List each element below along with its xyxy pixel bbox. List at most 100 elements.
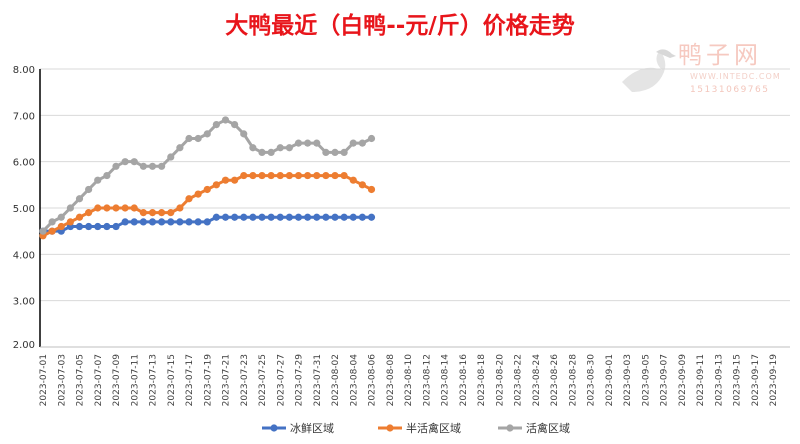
watermark-logo: 鸭子网 WWW.INTEDC.COM 15131069765 <box>612 42 792 102</box>
data-point <box>221 176 230 184</box>
data-point <box>231 176 239 184</box>
data-point <box>212 121 220 129</box>
data-point <box>285 144 293 152</box>
y-tick-label: 3.00 <box>13 297 35 308</box>
data-point <box>148 209 157 217</box>
data-point <box>249 213 257 221</box>
x-tick-label: 2023-07-29 <box>295 354 305 407</box>
data-point <box>212 181 220 189</box>
x-tick-label: 2023-08-22 <box>514 354 524 406</box>
data-point <box>130 158 138 166</box>
x-tick-label: 2023-07-19 <box>203 354 213 407</box>
watermark-name: 鸭子网 <box>678 41 762 69</box>
data-point <box>322 171 330 180</box>
data-point <box>148 218 157 226</box>
x-tick-label: 2023-08-18 <box>477 354 487 407</box>
data-point <box>258 148 266 156</box>
x-tick-label: 2023-08-12 <box>422 354 432 406</box>
data-point <box>167 218 175 226</box>
data-point <box>322 213 330 221</box>
data-point <box>358 181 366 189</box>
data-point <box>66 204 74 212</box>
x-tick-label: 2023-07-11 <box>130 354 140 406</box>
x-tick-label: 2023-07-05 <box>76 354 86 406</box>
duck-logo-icon <box>622 49 676 92</box>
x-tick-label: 2023-08-10 <box>404 354 414 407</box>
x-tick-label: 2023-07-31 <box>313 354 323 406</box>
data-point <box>285 213 293 221</box>
data-point <box>240 130 248 138</box>
data-point <box>75 222 84 231</box>
data-point <box>112 162 120 170</box>
x-tick-label: 2023-09-07 <box>660 354 670 406</box>
x-tick-label: 2023-08-06 <box>368 354 378 407</box>
x-tick-label: 2023-09-15 <box>733 354 743 406</box>
data-point <box>39 227 47 235</box>
x-tick-label: 2023-08-08 <box>386 354 396 407</box>
x-tick-label: 2023-09-05 <box>641 354 651 406</box>
data-point <box>231 121 239 129</box>
data-point <box>94 204 102 212</box>
x-tick-label: 2023-07-27 <box>276 354 286 406</box>
data-point <box>221 116 230 124</box>
y-tick-label: 5.00 <box>13 204 35 215</box>
data-point <box>322 148 330 156</box>
x-tick-label: 2023-08-14 <box>441 354 451 407</box>
x-tick-label: 2023-08-02 <box>331 354 341 406</box>
data-point <box>258 171 266 180</box>
data-point <box>48 227 56 235</box>
data-point <box>349 139 357 147</box>
data-point <box>267 148 275 156</box>
chart-title: 大鸭最近（白鸭--元/斤）价格走势 <box>225 13 575 39</box>
data-point <box>121 158 129 166</box>
data-point <box>48 218 56 226</box>
x-tick-label: 2023-07-21 <box>222 354 232 406</box>
x-tick-label: 2023-08-20 <box>495 354 505 407</box>
data-point <box>185 218 193 226</box>
data-point <box>203 218 211 226</box>
y-tick-label: 7.00 <box>13 111 35 122</box>
x-tick-label: 2023-09-11 <box>696 354 706 406</box>
data-point <box>75 195 84 203</box>
data-point <box>367 213 376 221</box>
data-point <box>185 134 193 143</box>
y-tick-label: 4.00 <box>13 250 35 261</box>
legend-label: 冰鲜区域 <box>290 421 334 435</box>
data-point <box>340 171 348 180</box>
data-point <box>130 204 138 212</box>
data-point <box>158 218 166 226</box>
data-point <box>194 190 202 198</box>
data-point <box>194 134 202 143</box>
data-point <box>176 204 184 212</box>
data-point <box>304 213 312 221</box>
data-point <box>258 213 266 221</box>
x-tick-label: 2023-07-03 <box>57 354 67 406</box>
data-point <box>249 171 257 180</box>
y-tick-label: 6.00 <box>13 158 35 169</box>
data-point <box>57 222 65 231</box>
data-point <box>85 222 93 231</box>
data-point <box>349 176 357 184</box>
x-tick-label: 2023-09-17 <box>751 354 761 406</box>
data-point <box>85 185 93 194</box>
data-point <box>75 213 84 221</box>
x-tick-label: 2023-08-16 <box>459 354 469 407</box>
data-point <box>103 204 111 212</box>
data-point <box>130 218 138 226</box>
data-point <box>112 222 120 231</box>
x-tick-label: 2023-09-13 <box>714 354 724 406</box>
y-tick-label: 2.00 <box>13 340 35 351</box>
x-tick-label: 2023-08-26 <box>550 354 560 407</box>
x-tick-label: 2023-07-15 <box>167 354 177 406</box>
data-point <box>358 139 366 147</box>
data-point <box>285 171 293 180</box>
data-point <box>340 213 348 221</box>
data-point <box>221 213 230 221</box>
y-tick-label: 8.00 <box>13 65 35 76</box>
legend-marker <box>386 424 394 432</box>
data-point <box>331 171 339 180</box>
data-point <box>103 222 111 231</box>
data-point <box>167 209 175 217</box>
